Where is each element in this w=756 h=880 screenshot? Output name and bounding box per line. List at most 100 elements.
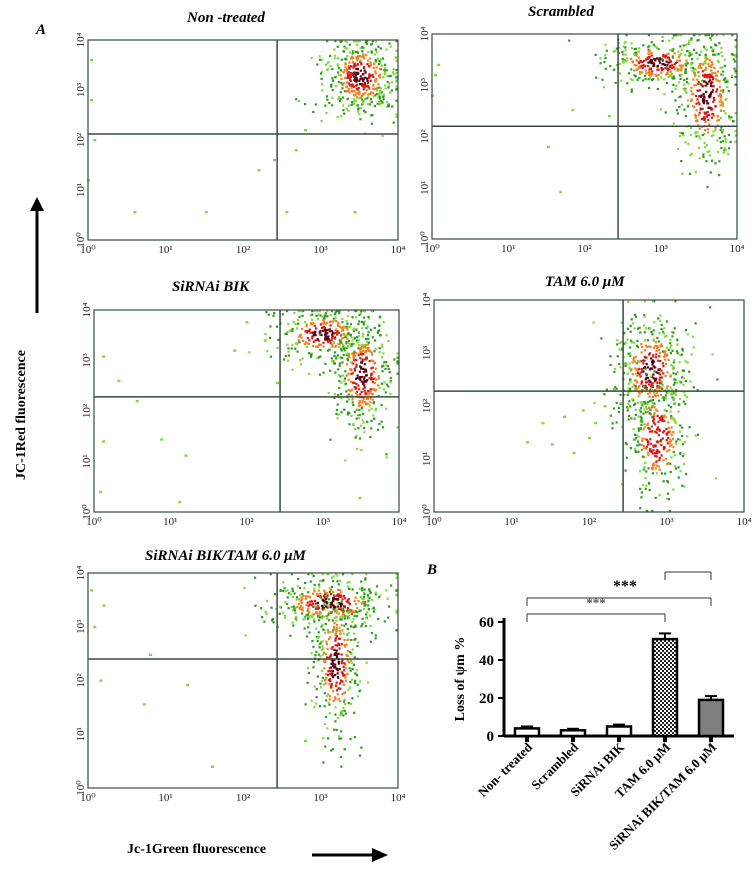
- event-dot: [703, 129, 706, 132]
- event-dot: [630, 417, 633, 420]
- y-tick-label: 10⁴: [75, 32, 87, 47]
- event-dot: [662, 459, 665, 462]
- event-dot: [639, 65, 642, 68]
- event-dot: [674, 99, 677, 102]
- event-dot: [286, 331, 289, 334]
- event-dot: [243, 586, 246, 590]
- event-dot: [360, 84, 364, 87]
- event-dot: [313, 324, 316, 328]
- event-dot: [372, 414, 375, 417]
- event-dot: [625, 406, 629, 409]
- event-dot: [372, 88, 375, 91]
- event-dot: [331, 104, 334, 107]
- event-dot: [684, 71, 687, 74]
- event-dot: [703, 117, 706, 121]
- event-dot: [362, 83, 365, 86]
- event-dot: [332, 699, 335, 703]
- event-dot: [308, 603, 311, 606]
- event-dot: [622, 53, 625, 56]
- event-dot: [300, 336, 303, 339]
- event-dot: [683, 453, 686, 456]
- event-dot: [355, 83, 359, 86]
- event-dot: [341, 346, 344, 350]
- event-dot: [651, 468, 654, 471]
- event-dot: [319, 611, 322, 615]
- event-dot: [339, 594, 342, 597]
- event-dot: [350, 653, 353, 656]
- event-dot: [643, 408, 646, 411]
- event-dot: [339, 687, 342, 690]
- event-dot: [369, 61, 372, 64]
- event-dot: [663, 63, 666, 66]
- event-dot: [301, 357, 304, 360]
- event-dot: [291, 368, 294, 371]
- event-dot: [362, 367, 365, 370]
- event-dot: [655, 74, 658, 78]
- event-dot: [656, 387, 659, 390]
- event-dot: [636, 346, 639, 349]
- event-dot: [324, 661, 327, 664]
- event-dot: [727, 133, 730, 137]
- event-dot: [309, 600, 312, 603]
- event-dot: [328, 703, 331, 706]
- event-dot: [363, 380, 366, 383]
- event-dot: [360, 357, 363, 361]
- event-dot: [385, 334, 388, 337]
- event-dot: [363, 592, 366, 595]
- event-dot: [342, 50, 345, 53]
- event-dot: [650, 382, 653, 386]
- event-dot: [715, 78, 718, 81]
- event-dot: [671, 393, 674, 396]
- event-dot: [389, 91, 392, 94]
- event-dot: [634, 402, 637, 405]
- event-dot: [333, 362, 336, 365]
- event-dot: [705, 143, 708, 146]
- event-dot: [709, 91, 712, 94]
- event-dot: [711, 90, 714, 93]
- event-dot: [670, 439, 673, 442]
- event-dot: [654, 45, 657, 48]
- event-dot: [328, 667, 331, 670]
- event-dot: [581, 409, 585, 412]
- event-dot: [714, 126, 717, 129]
- event-dot: [99, 679, 103, 682]
- event-dot: [690, 100, 693, 103]
- event-dot: [680, 67, 683, 70]
- event-dot: [365, 380, 368, 383]
- event-dot: [329, 339, 332, 342]
- event-dot: [335, 328, 338, 331]
- event-dot: [660, 415, 663, 418]
- event-dot: [706, 185, 709, 189]
- event-dot: [347, 378, 350, 381]
- event-dot: [646, 57, 649, 60]
- event-dot: [357, 404, 360, 407]
- event-dot: [642, 64, 645, 67]
- event-dot: [334, 316, 337, 319]
- event-dot: [334, 311, 337, 314]
- event-dot: [672, 331, 675, 334]
- event-dot: [341, 374, 344, 377]
- event-dot: [313, 331, 316, 334]
- event-dot: [327, 61, 330, 64]
- event-dot: [324, 622, 327, 626]
- event-dot: [672, 431, 675, 434]
- event-dot: [373, 382, 376, 385]
- event-dot: [630, 341, 633, 344]
- event-dot: [326, 68, 329, 71]
- event-dot: [343, 377, 347, 380]
- event-dot: [316, 594, 319, 598]
- event-dot: [378, 67, 381, 71]
- event-dot: [672, 361, 675, 364]
- event-dot: [666, 436, 670, 440]
- event-dot: [347, 340, 351, 343]
- event-dot: [360, 746, 363, 749]
- event-dot: [674, 373, 677, 376]
- event-dot: [335, 655, 339, 658]
- event-dot: [661, 350, 664, 353]
- event-dot: [677, 466, 680, 469]
- event-dot: [681, 454, 684, 458]
- event-dot: [367, 608, 370, 611]
- event-dot: [376, 331, 379, 334]
- event-dot: [361, 98, 364, 101]
- event-dot: [312, 645, 315, 648]
